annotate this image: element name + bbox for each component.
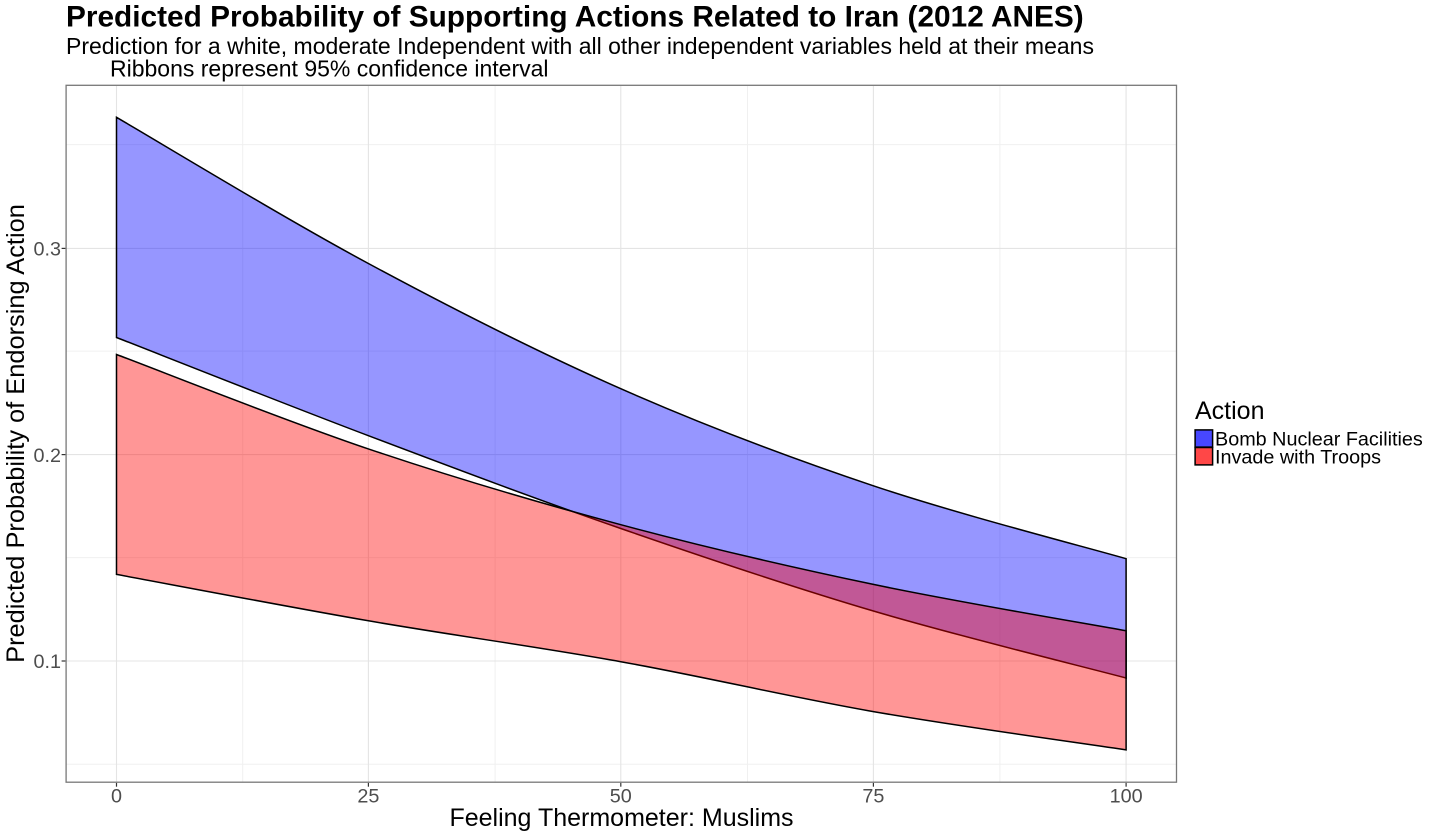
svg-text:Bomb Nuclear Facilities: Bomb Nuclear Facilities — [1215, 428, 1423, 450]
svg-text:0: 0 — [111, 786, 122, 808]
svg-text:100: 100 — [1110, 786, 1143, 808]
svg-text:75: 75 — [862, 786, 884, 808]
svg-text:50: 50 — [610, 786, 632, 808]
svg-text:0.1: 0.1 — [34, 651, 62, 673]
svg-text:Ribbons represent 95% confiden: Ribbons represent 95% confidence interva… — [110, 56, 549, 82]
svg-text:0.2: 0.2 — [34, 445, 62, 467]
svg-text:25: 25 — [357, 786, 379, 808]
svg-text:Prediction for a white, modera: Prediction for a white, moderate Indepen… — [66, 33, 1094, 59]
svg-text:Predicted Probability of Endor: Predicted Probability of Endorsing Actio… — [2, 204, 30, 663]
svg-text:Action: Action — [1195, 397, 1264, 425]
svg-text:Feeling Thermometer: Muslims: Feeling Thermometer: Muslims — [449, 804, 793, 832]
svg-text:0.3: 0.3 — [34, 239, 62, 261]
svg-text:Predicted Probability of Suppo: Predicted Probability of Supporting Acti… — [66, 1, 1084, 34]
svg-text:Invade with Troops: Invade with Troops — [1215, 446, 1381, 468]
